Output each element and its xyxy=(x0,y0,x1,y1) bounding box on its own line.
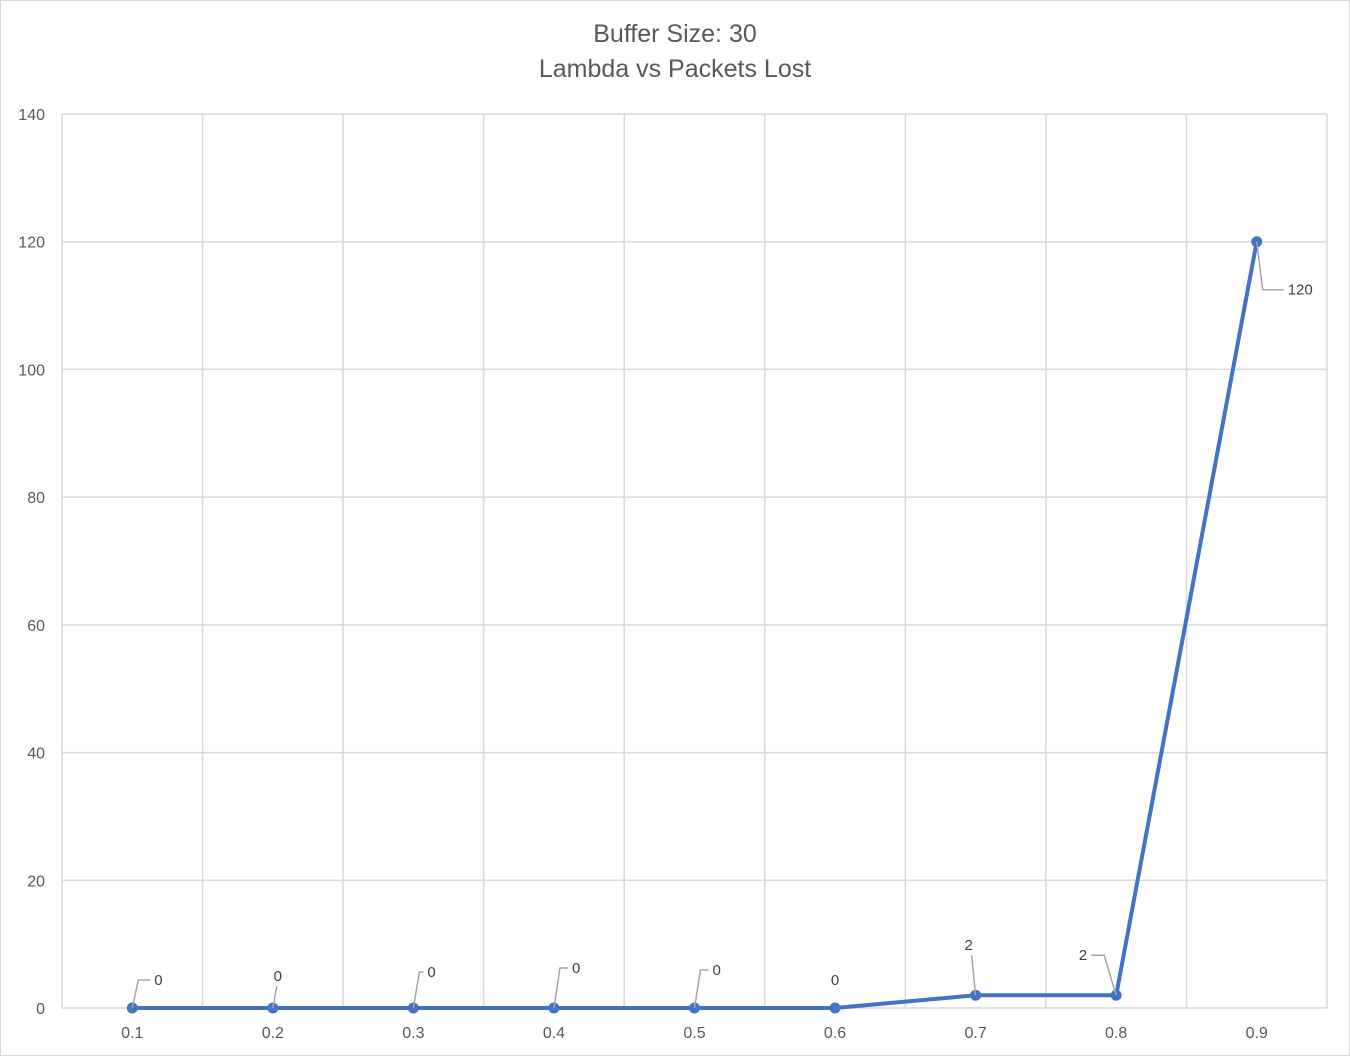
leader-line xyxy=(272,985,278,1009)
x-tick-label: 0.7 xyxy=(964,1025,986,1042)
y-tick-label: 80 xyxy=(27,490,45,507)
chart-subtitle: Lambda vs Packets Lost xyxy=(538,55,812,83)
x-tick-label: 0.4 xyxy=(543,1025,565,1042)
data-label: 2 xyxy=(1079,947,1087,964)
chart-title: Buffer Size: 30 xyxy=(593,20,757,48)
data-label: 0 xyxy=(427,964,435,981)
y-tick-label: 20 xyxy=(27,873,45,890)
y-tick-label: 140 xyxy=(18,107,45,124)
data-label: 0 xyxy=(831,972,839,989)
x-tick-label: 0.3 xyxy=(402,1025,424,1042)
leader-line xyxy=(131,979,151,1009)
data-label: 2 xyxy=(964,937,972,954)
data-label: 120 xyxy=(1288,282,1313,299)
x-tick-label: 0.9 xyxy=(1246,1025,1268,1042)
y-tick-label: 120 xyxy=(18,235,45,252)
data-label: 0 xyxy=(274,968,282,985)
data-label: 0 xyxy=(572,960,580,977)
leader-line xyxy=(1255,241,1284,291)
x-tick-label: 0.8 xyxy=(1105,1025,1127,1042)
x-tick-label: 0.2 xyxy=(262,1025,284,1042)
data-label: 0 xyxy=(713,962,721,979)
y-tick-label: 40 xyxy=(27,746,45,763)
data-point xyxy=(829,1002,841,1014)
x-tick-label: 0.1 xyxy=(121,1025,143,1042)
x-tick-label: 0.5 xyxy=(683,1025,705,1042)
y-tick-label: 60 xyxy=(27,618,45,635)
data-label: 0 xyxy=(154,972,162,989)
leader-line xyxy=(693,969,709,1009)
leader-line xyxy=(412,971,424,1009)
leader-line xyxy=(1091,954,1117,996)
leader-line xyxy=(553,967,568,1009)
leader-line xyxy=(970,955,977,996)
y-tick-label: 0 xyxy=(36,1001,45,1018)
x-tick-label: 0.6 xyxy=(824,1025,846,1042)
y-tick-label: 100 xyxy=(18,362,45,379)
